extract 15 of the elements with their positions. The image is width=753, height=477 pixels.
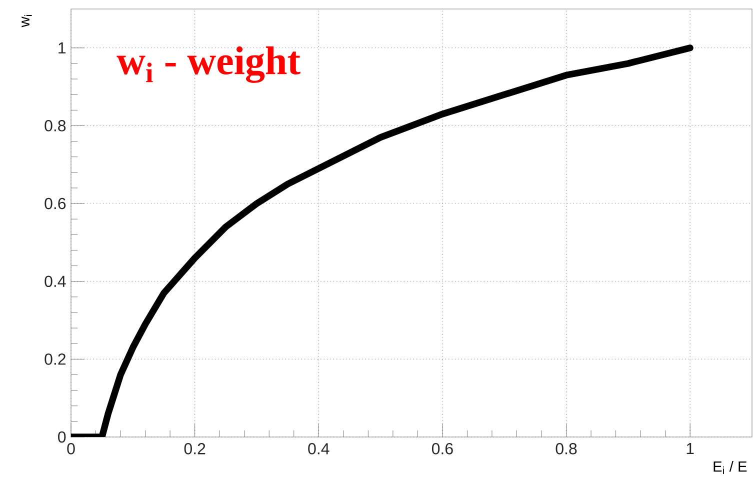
y-tick-label: 0.4: [44, 276, 66, 288]
annotation: w$_{i}$ - weight: [116, 46, 300, 83]
x-tick-label: 0.6: [432, 443, 453, 454]
y-tick-label: 0.8: [44, 120, 66, 132]
x-tick-label: 0.2: [184, 443, 206, 454]
x-axis-title: E$_{i}$ / E: [714, 460, 747, 474]
y-axis-title: w$_{i}$: [22, 15, 32, 28]
x-tick-label: 0.4: [308, 443, 330, 454]
x-tick-label: 0.8: [556, 443, 577, 454]
x-tick-label: 0: [67, 443, 75, 454]
y-tick-label: 0.2: [44, 354, 66, 365]
y-tick-label: 1: [58, 42, 66, 54]
y-tick-label: 0: [58, 431, 66, 443]
x-tick-label: 1: [686, 443, 694, 454]
y-tick-label: 0.6: [44, 198, 66, 210]
